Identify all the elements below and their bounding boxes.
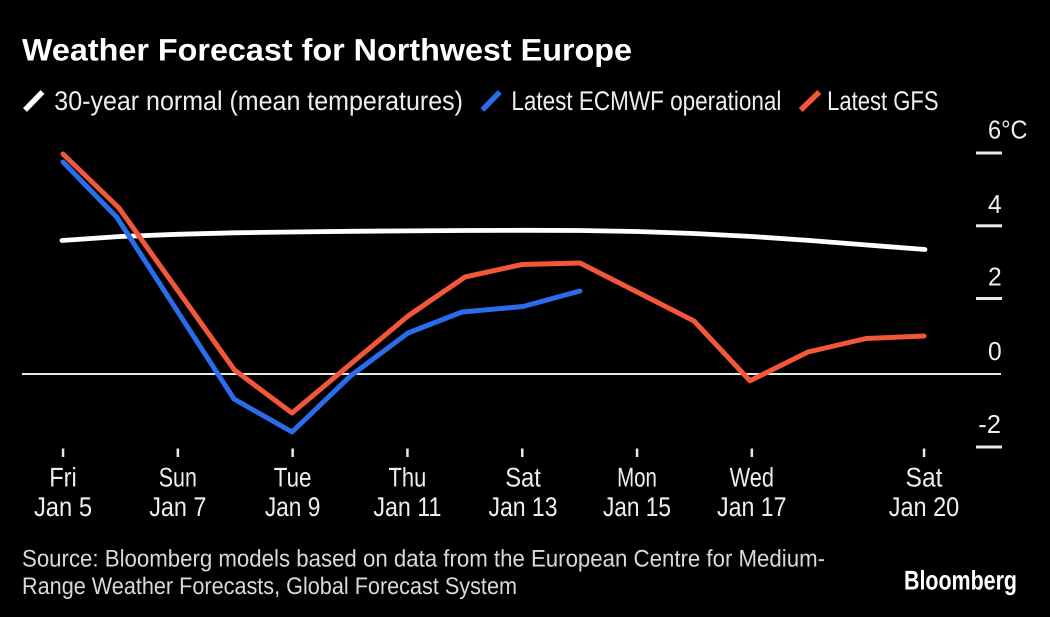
svg-text:Jan 20: Jan 20 [889,492,960,522]
svg-text:Mon: Mon [617,463,657,493]
svg-text:Latest ECMWF operational: Latest ECMWF operational [511,86,781,116]
svg-text:4: 4 [988,189,1002,219]
svg-text:Range Weather Forecasts, Globa: Range Weather Forecasts, Global Forecast… [22,573,517,600]
svg-text:Jan 17: Jan 17 [717,492,787,522]
svg-text:Jan 7: Jan 7 [149,492,206,522]
svg-text:Tue: Tue [274,463,312,493]
svg-text:Sat: Sat [505,463,541,493]
svg-text:Jan 13: Jan 13 [488,492,557,522]
svg-text:Bloomberg: Bloomberg [904,565,1017,595]
svg-text:Jan 15: Jan 15 [603,492,671,522]
svg-text:0: 0 [988,336,1002,366]
svg-text:30-year normal (mean temperatu: 30-year normal (mean temperatures) [54,86,463,116]
svg-text:Jan 5: Jan 5 [34,492,92,522]
svg-text:Thu: Thu [389,463,427,493]
svg-text:2: 2 [988,262,1002,292]
svg-text:Source: Bloomberg models based: Source: Bloomberg models based on data f… [22,546,825,573]
svg-text:Wed: Wed [730,463,774,493]
svg-text:Jan 9: Jan 9 [265,492,321,522]
svg-text:6°C: 6°C [988,114,1028,144]
svg-text:Jan 11: Jan 11 [373,492,441,522]
svg-text:Weather Forecast for Northwest: Weather Forecast for Northwest Europe [22,32,632,67]
svg-text:-2: -2 [978,409,1001,439]
svg-text:Sat: Sat [906,463,943,493]
svg-text:Sun: Sun [159,463,197,493]
svg-text:Latest GFS: Latest GFS [827,86,939,116]
svg-text:Fri: Fri [49,463,77,493]
